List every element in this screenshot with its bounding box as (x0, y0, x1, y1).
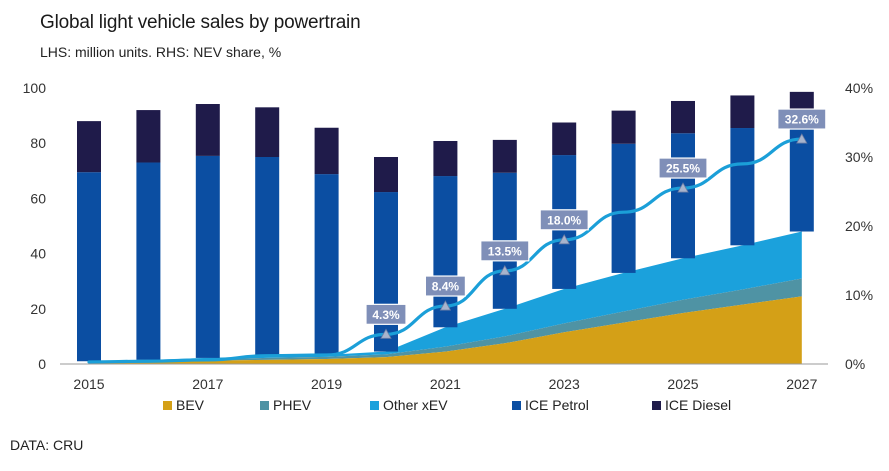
bar-ice-petrol-2015 (77, 172, 101, 362)
y-right-tick-label: 20% (845, 218, 873, 234)
nev-share-data-label-2025: 25.5% (666, 162, 700, 176)
nev-share-marker-2020 (380, 328, 392, 339)
bar-ice-diesel-2023 (552, 122, 577, 156)
y-right-tick-label: 10% (845, 287, 873, 303)
nev-share-callout-box-2027 (777, 108, 827, 130)
nev-share-data-label-2022: 13.5% (488, 244, 522, 258)
x-tick-label: 2017 (192, 376, 223, 392)
nev-share-marker-2027 (796, 133, 808, 144)
x-tick-label: 2019 (311, 376, 342, 392)
nev-share-marker-2025 (677, 182, 689, 193)
bar-ice-diesel-2026 (730, 95, 755, 129)
x-tick-label: 2027 (786, 376, 817, 392)
nev-share-callout-box-2020 (365, 303, 407, 325)
chart-title: Global light vehicle sales by powertrain (40, 12, 361, 33)
area-bev (89, 296, 802, 364)
nev-share-callout-box-2021 (424, 275, 466, 297)
x-tick-label: 2015 (73, 376, 104, 392)
y-left-tick-label: 0 (38, 356, 46, 372)
nev-share-callout-box-2022 (480, 240, 530, 262)
nev-share-data-label-2021: 8.4% (432, 280, 460, 294)
y-left-tick-label: 40 (30, 246, 46, 262)
bar-ice-petrol-2026 (730, 128, 755, 246)
nev-share-marker-2021 (439, 300, 452, 311)
data-source: DATA: CRU (10, 437, 84, 453)
bar-ice-diesel-2017 (195, 104, 220, 156)
x-tick-label: 2025 (667, 376, 698, 392)
legend-swatch-phev (260, 401, 269, 410)
nev-share-callout-box-2025 (658, 157, 708, 179)
bar-ice-diesel-2019 (314, 127, 339, 175)
nev-share-data-label-2020: 4.3% (372, 308, 400, 322)
legend-label-bev: BEV (176, 397, 205, 413)
bar-ice-petrol-2018 (255, 157, 280, 357)
bar-ice-diesel-2015 (77, 121, 101, 173)
legend-label-ice-diesel: ICE Diesel (665, 397, 731, 413)
y-left-tick-label: 60 (30, 190, 46, 206)
y-left-tick-label: 100 (23, 80, 47, 96)
bar-ice-petrol-2017 (195, 155, 220, 358)
bar-ice-petrol-2024 (611, 143, 636, 273)
y-right-tick-label: 0% (845, 356, 865, 372)
bar-ice-diesel-2025 (671, 100, 695, 134)
y-left-tick-label: 20 (30, 301, 46, 317)
bar-ice-diesel-2022 (492, 139, 517, 173)
bar-ice-petrol-2025 (671, 133, 695, 259)
y-left-tick-label: 80 (30, 135, 46, 151)
chart-subtitle: LHS: million units. RHS: NEV share, % (40, 44, 282, 60)
bar-ice-petrol-2020 (374, 192, 398, 352)
x-tick-label: 2023 (549, 376, 580, 392)
nev-share-line (87, 137, 804, 364)
bar-ice-petrol-2016 (136, 162, 161, 360)
bar-ice-diesel-2024 (611, 110, 636, 144)
y-right-tick-label: 40% (845, 80, 873, 96)
legend-label-phev: PHEV (273, 397, 312, 413)
legend-label-other-xev: Other xEV (383, 397, 448, 413)
bar-ice-diesel-2020 (374, 157, 398, 193)
legend-label-ice-petrol: ICE Petrol (525, 397, 589, 413)
area-other-xev (89, 231, 802, 363)
y-right-tick-label: 30% (845, 149, 873, 165)
legend-swatch-other-xev (370, 401, 379, 410)
legend-swatch-bev (163, 401, 172, 410)
bar-ice-petrol-2019 (314, 174, 339, 355)
legend-swatch-ice-diesel (652, 401, 661, 410)
x-tick-label: 2021 (430, 376, 461, 392)
nev-share-data-label-2023: 18.0% (547, 213, 581, 227)
bar-ice-diesel-2018 (255, 107, 280, 157)
nev-share-marker-2023 (558, 233, 570, 245)
nev-share-data-label-2027: 32.6% (785, 113, 819, 127)
bar-ice-diesel-2021 (433, 140, 458, 177)
nev-share-callout-box-2023 (539, 209, 589, 231)
bar-ice-diesel-2016 (136, 110, 161, 163)
nev-share-marker-2022 (499, 265, 511, 276)
legend-swatch-ice-petrol (512, 401, 521, 410)
